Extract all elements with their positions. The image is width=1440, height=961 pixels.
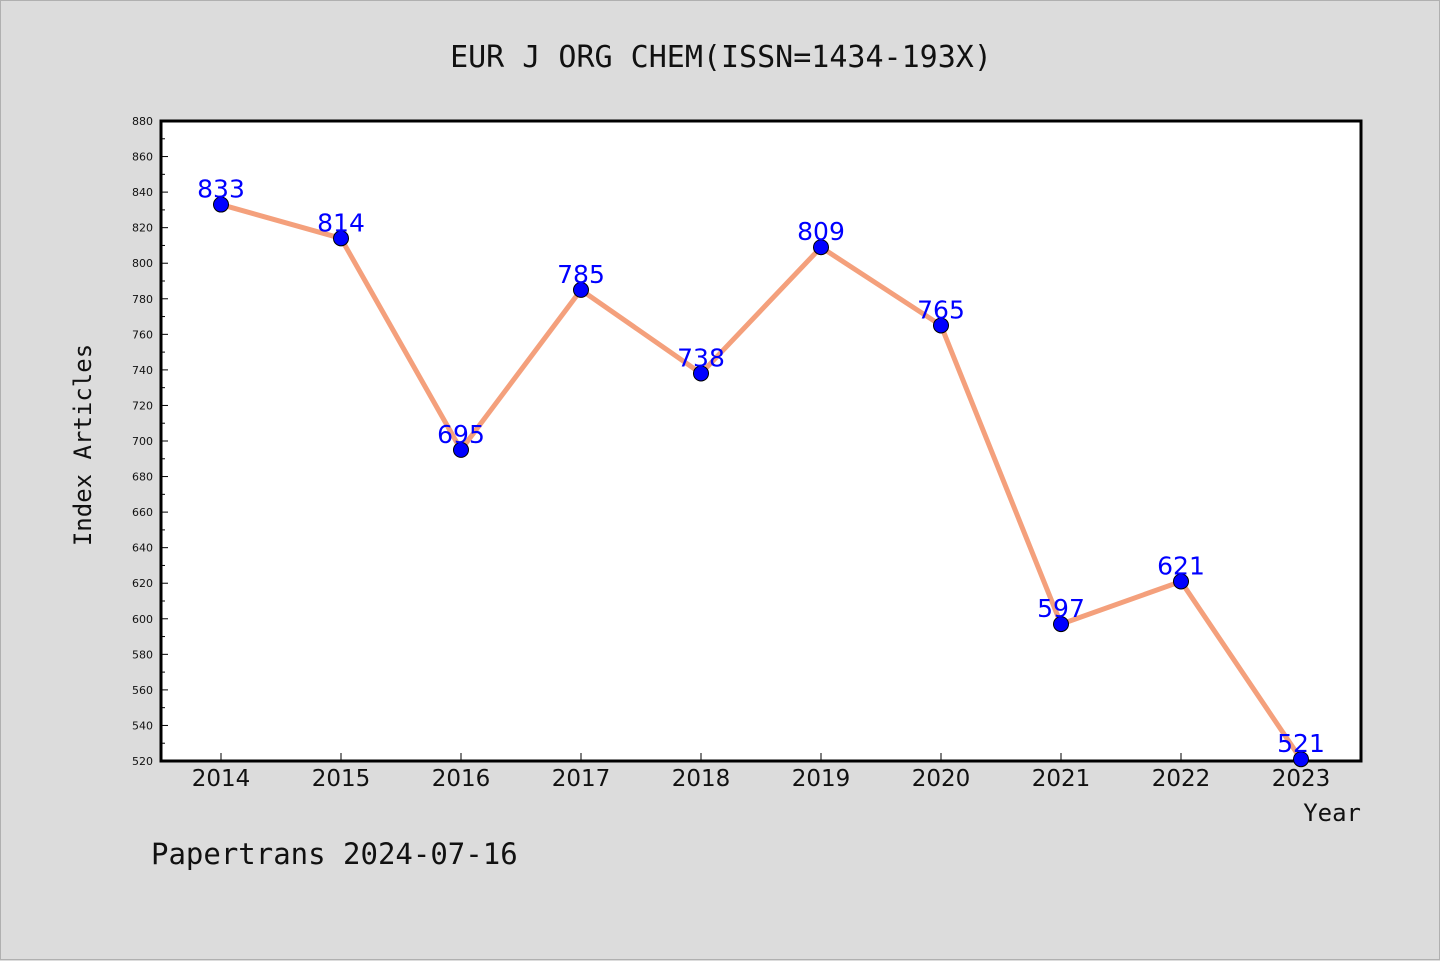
- y-tick-label: 780: [132, 293, 153, 306]
- series-segment: [338, 235, 464, 453]
- series-markers: [213, 196, 1309, 768]
- series-segment: [1178, 578, 1304, 762]
- series-line: [218, 202, 1304, 762]
- y-tick-label: 680: [132, 471, 153, 484]
- x-tick-label: 2020: [912, 766, 971, 792]
- series-segment: [938, 322, 1064, 627]
- data-point: [693, 365, 709, 382]
- series-segment: [698, 244, 824, 376]
- x-tick-label: 2019: [792, 766, 851, 792]
- data-labels: 833 814 695 785 738 809 765 597 621 521: [197, 175, 1325, 759]
- y-tick-label: 600: [132, 613, 153, 626]
- series-segment: [818, 244, 944, 328]
- x-tick-label: 2016: [432, 766, 491, 792]
- y-tick-label: 860: [132, 151, 153, 164]
- plot-area: [159, 119, 1363, 763]
- data-label: 833: [197, 175, 245, 204]
- data-point: [213, 196, 229, 213]
- y-tick-label: 620: [132, 577, 153, 590]
- y-tick-label: 740: [132, 364, 153, 377]
- y-tick-label: 760: [132, 328, 153, 341]
- y-tick-label: 640: [132, 542, 153, 555]
- x-axis-label: Year: [1303, 799, 1361, 827]
- x-tick-label: 2022: [1152, 766, 1211, 792]
- data-label: 521: [1277, 729, 1325, 758]
- x-tick-label: 2021: [1032, 766, 1091, 792]
- series-segment: [458, 287, 584, 453]
- data-point: [453, 441, 469, 458]
- data-label: 621: [1157, 551, 1205, 580]
- x-tick-label: 2015: [312, 766, 371, 792]
- y-tick-label: 800: [132, 257, 153, 270]
- footer-credit: Papertrans 2024-07-16: [151, 837, 518, 871]
- y-tick-label: 520: [132, 755, 153, 768]
- data-label: 695: [437, 420, 485, 449]
- y-tick-label: 660: [132, 506, 153, 519]
- data-label: 785: [557, 260, 605, 289]
- x-tick-label: 2023: [1272, 766, 1331, 792]
- y-tick-label: 720: [132, 399, 153, 412]
- data-label: 738: [677, 343, 725, 372]
- x-tick-label: 2018: [672, 766, 731, 792]
- series-segment: [578, 287, 704, 376]
- data-point: [1173, 573, 1189, 590]
- y-axis-label: Index Articles: [69, 344, 97, 546]
- data-point: [813, 239, 829, 256]
- data-point: [1293, 751, 1309, 768]
- y-tick-label: 580: [132, 648, 153, 661]
- data-label: 765: [917, 295, 965, 324]
- x-axis-ticks: 2014 2015 2016 2017 2018 2019 2020 2021 2022 2023: [192, 753, 1331, 792]
- y-tick-label: 700: [132, 435, 153, 448]
- x-tick-label: 2014: [192, 766, 251, 792]
- x-tick-label: 2017: [552, 766, 611, 792]
- y-axis-ticks: 520 540 560 580 600 620 640 660 680 700 720 740 760 7…: [132, 115, 168, 768]
- data-point: [933, 317, 949, 334]
- y-tick-label: 560: [132, 684, 153, 697]
- y-tick-label: 540: [132, 719, 153, 732]
- chart-title: EUR J ORG CHEM(ISSN=1434-193X): [450, 40, 992, 75]
- data-label: 597: [1037, 594, 1085, 623]
- data-point: [1053, 616, 1069, 633]
- y-tick-label: 840: [132, 186, 153, 199]
- data-point: [333, 230, 349, 247]
- data-point: [573, 281, 589, 298]
- y-tick-label: 820: [132, 222, 153, 235]
- data-label: 814: [317, 208, 365, 237]
- y-tick-label: 880: [132, 115, 153, 128]
- series-segment: [1058, 578, 1184, 627]
- series-segment: [218, 202, 344, 241]
- data-label: 809: [797, 217, 845, 246]
